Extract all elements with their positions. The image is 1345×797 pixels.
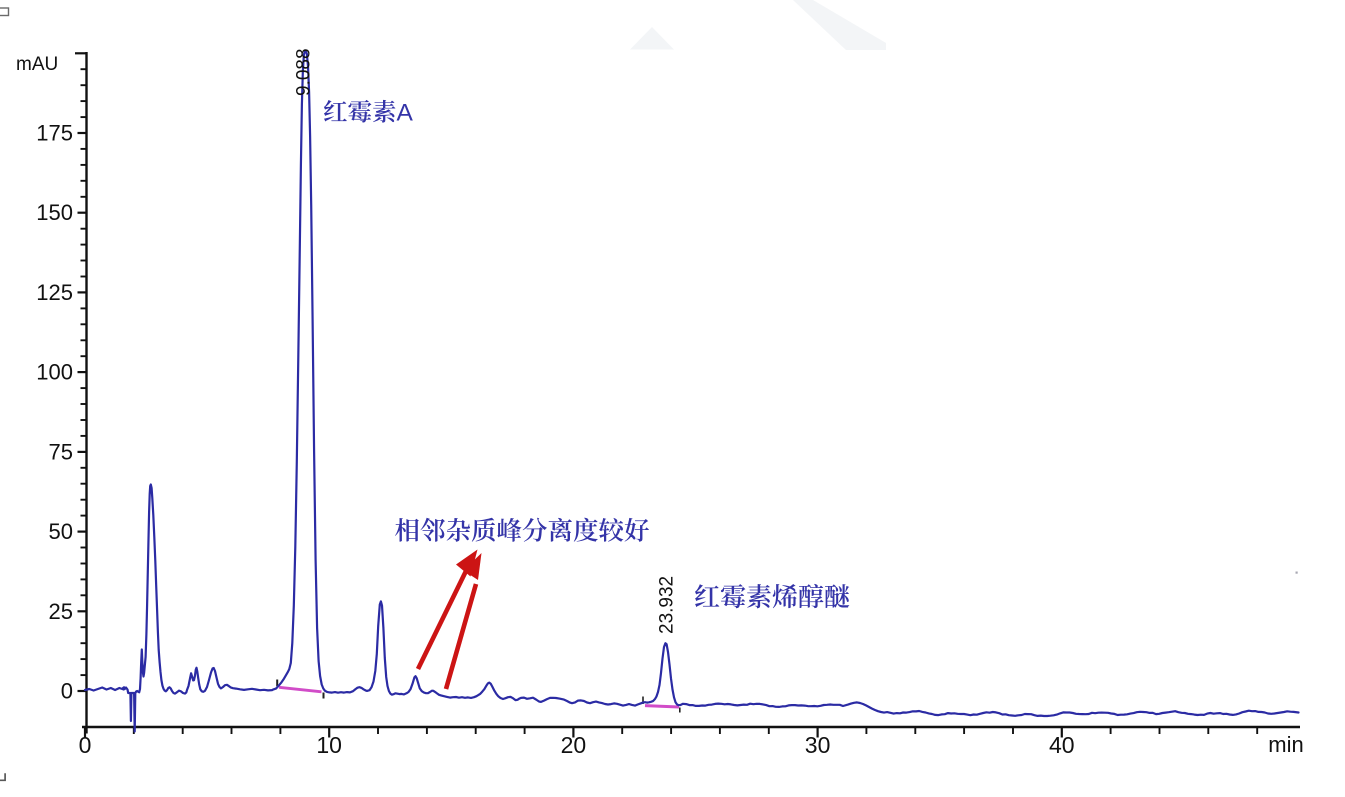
svg-text:150: 150 [36,200,73,225]
svg-text:175: 175 [36,121,73,146]
svg-text:9.088: 9.088 [294,48,315,96]
svg-text:75: 75 [49,439,73,464]
svg-text:A: A [397,100,414,127]
svg-text:100: 100 [36,360,73,385]
svg-text:125: 125 [36,280,73,305]
svg-text:min: min [1268,732,1303,757]
svg-text:10: 10 [316,732,342,758]
svg-text:mAU: mAU [16,54,58,75]
svg-text:23.932: 23.932 [657,576,678,634]
svg-text:40: 40 [1049,732,1075,758]
svg-text:0: 0 [61,679,73,704]
svg-text:25: 25 [49,599,73,624]
svg-text:50: 50 [49,519,73,544]
svg-text:20: 20 [561,732,587,758]
svg-text:0: 0 [79,732,92,758]
svg-text:30: 30 [805,732,831,758]
